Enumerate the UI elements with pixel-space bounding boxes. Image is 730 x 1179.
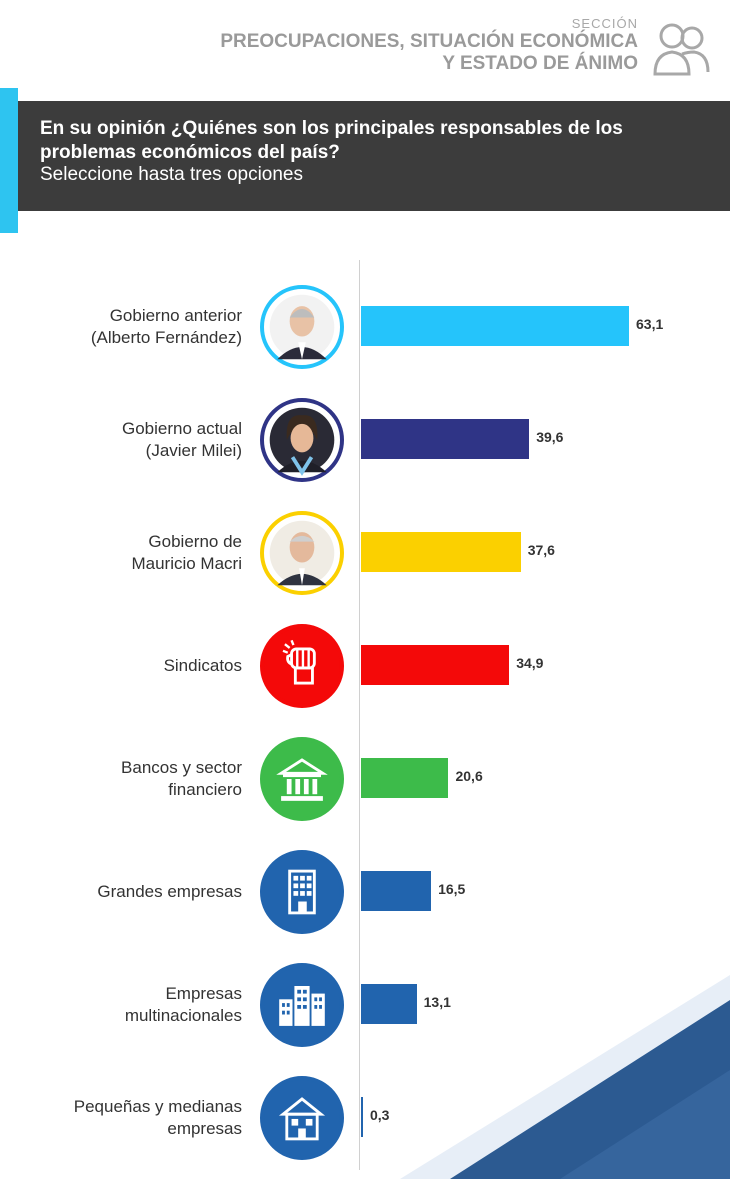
category-label-line: Gobierno actual — [121, 419, 242, 438]
category-label-line: financiero — [168, 780, 242, 799]
question-text: En su opinión ¿Quiénes son los principal… — [40, 118, 623, 163]
people-icon — [653, 23, 710, 76]
bar — [361, 984, 417, 1024]
bank-icon — [260, 737, 344, 821]
chart-row: Pequeñas y medianas empresas 0,3 — [0, 1073, 730, 1163]
chart-row: Bancos y sector financiero 20,6 — [0, 734, 730, 824]
category-label-line: (Alberto Fernández) — [90, 328, 242, 347]
raised-fist-icon — [260, 624, 344, 708]
category-label: Empresas multinacionales — [12, 983, 242, 1027]
bar — [361, 1097, 363, 1137]
category-label-line: Mauricio Macri — [131, 554, 242, 573]
category-label-line: Bancos y sector — [121, 758, 242, 777]
small-building-icon — [260, 1076, 344, 1160]
category-label-line: Gobierno de — [148, 532, 242, 551]
mauricio-macri-portrait-icon — [260, 511, 344, 595]
question-subtitle: Seleccione hasta tres opciones — [40, 164, 303, 185]
chart-axis-line — [359, 260, 360, 1170]
category-label-line: Empresas — [165, 984, 242, 1003]
data-label: 39,6 — [536, 429, 564, 445]
question-accent-bar — [0, 88, 18, 233]
bar — [361, 306, 629, 346]
data-label: 20,6 — [455, 768, 483, 784]
question-box: En su opinión ¿Quiénes son los principal… — [18, 101, 730, 211]
alberto-fernandez-portrait-icon — [260, 285, 344, 369]
category-label-line: Sindicatos — [163, 656, 242, 675]
category-label-line: (Javier Milei) — [145, 441, 242, 460]
category-label: Gobierno actual (Javier Milei) — [12, 418, 242, 462]
category-label: Pequeñas y medianas empresas — [12, 1096, 242, 1140]
section-kicker: SECCIÓN — [571, 16, 638, 31]
category-label-line: Pequeñas y medianas — [73, 1097, 242, 1116]
chart-row: Gobierno de Mauricio Macri 37,6 — [0, 508, 730, 598]
chart-row: Gobierno actual (Javier Milei) 39,6 — [0, 395, 730, 485]
chart-row: Empresas multinacionales 13,1 — [0, 960, 730, 1050]
chart-row: Sindicatos 34,9 — [0, 621, 730, 711]
category-label-line: empresas — [167, 1119, 242, 1138]
data-label: 37,6 — [527, 542, 555, 558]
chart-row: Gobierno anterior (Alberto Fernández) 63,1 — [0, 282, 730, 372]
city-buildings-icon — [260, 963, 344, 1047]
bar — [361, 758, 449, 798]
data-label: 34,9 — [516, 655, 544, 671]
data-label: 16,5 — [438, 881, 466, 897]
bar — [361, 532, 521, 572]
category-label-line: multinacionales — [124, 1006, 242, 1025]
category-label: Gobierno anterior (Alberto Fernández) — [12, 305, 242, 349]
category-label: Gobierno de Mauricio Macri — [12, 531, 242, 575]
category-label: Sindicatos — [12, 655, 242, 677]
category-label: Grandes empresas — [12, 881, 242, 903]
bar — [361, 419, 530, 459]
bar — [361, 871, 432, 911]
category-label-line: Grandes empresas — [97, 882, 242, 901]
office-building-icon — [260, 850, 344, 934]
data-label: 13,1 — [423, 994, 451, 1010]
bar — [361, 645, 510, 685]
javier-milei-portrait-icon — [260, 398, 344, 482]
section-title-line2: Y ESTADO DE ÁNIMO — [442, 53, 638, 74]
category-label-line: Gobierno anterior — [109, 306, 242, 325]
chart-row: Grandes empresas 16,5 — [0, 847, 730, 937]
section-title-line1: PREOCUPACIONES, SITUACIÓN ECONÓMICA — [220, 31, 638, 52]
category-label: Bancos y sector financiero — [12, 757, 242, 801]
section-header: SECCIÓN PREOCUPACIONES, SITUACIÓN ECONÓM… — [220, 16, 638, 75]
data-label: 0,3 — [370, 1107, 390, 1123]
data-label: 63,1 — [636, 316, 664, 332]
